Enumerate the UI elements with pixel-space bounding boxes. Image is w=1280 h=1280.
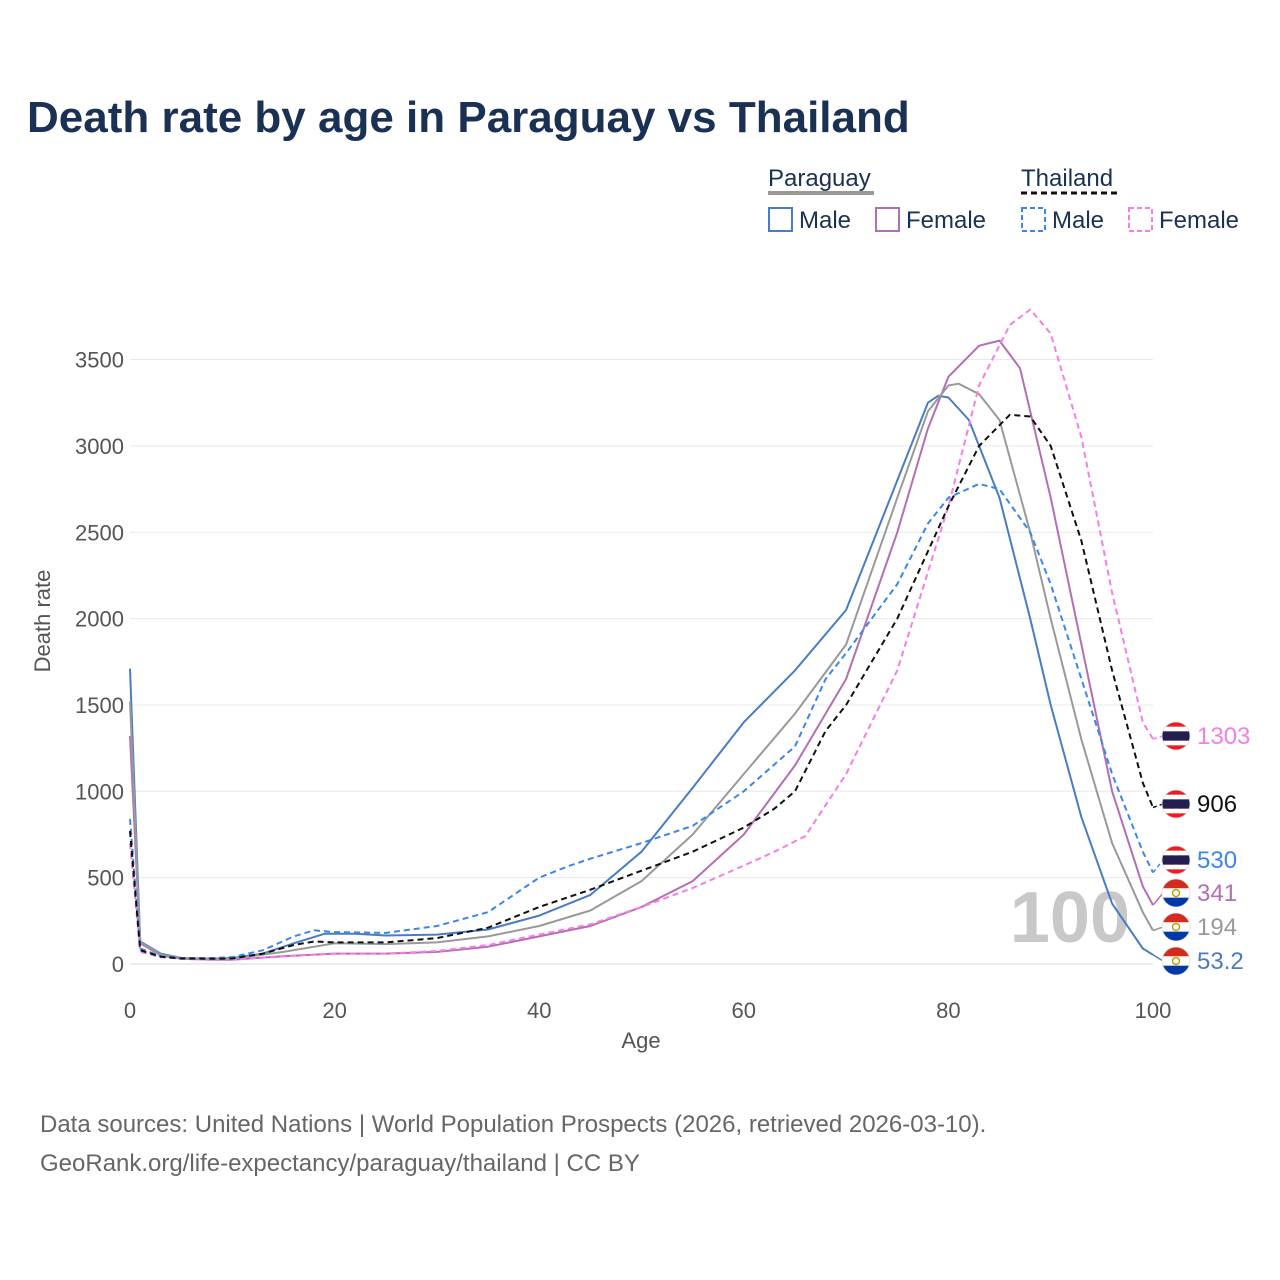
y-tick-label: 2000 xyxy=(75,607,124,632)
y-tick-label: 1000 xyxy=(75,779,124,804)
x-tick-label: 20 xyxy=(322,998,346,1023)
y-tick-label: 3500 xyxy=(75,348,124,373)
legend-thailand-female-swatch xyxy=(1128,207,1153,232)
end-value-label: 341 xyxy=(1197,880,1237,907)
series-line-thailand-total xyxy=(129,413,1154,960)
end-value-label: 906 xyxy=(1197,791,1237,818)
y-tick-label: 500 xyxy=(87,866,124,891)
x-tick-label: 100 xyxy=(1135,998,1172,1023)
end-connector xyxy=(1152,735,1164,740)
thailand-flag-icon xyxy=(1161,845,1191,875)
end-connector xyxy=(1152,954,1164,962)
chart-title: Death rate by age in Paraguay vs Thailan… xyxy=(27,93,910,142)
legend-thailand-male-label: Male xyxy=(1052,207,1104,234)
legend-thailand-male-swatch xyxy=(1021,207,1046,232)
end-connector xyxy=(1152,892,1164,906)
y-tick-label: 0 xyxy=(112,952,124,977)
age-watermark: 100 xyxy=(1010,878,1130,958)
source-line-1: Data sources: United Nations | World Pop… xyxy=(40,1111,986,1138)
series-line-paraguay-male xyxy=(129,394,1154,960)
y-tick-label: 2500 xyxy=(75,520,124,545)
end-connector xyxy=(1152,803,1164,809)
thailand-flag-icon xyxy=(1161,721,1191,751)
end-value-label: 194 xyxy=(1197,914,1237,941)
legend-paraguay-female-label: Female xyxy=(906,207,986,234)
x-tick-label: 80 xyxy=(936,998,960,1023)
y-tick-label: 3000 xyxy=(75,434,124,459)
legend-paraguay-female-swatch xyxy=(875,207,900,232)
end-value-label: 1303 xyxy=(1197,723,1250,750)
x-tick-label: 60 xyxy=(732,998,756,1023)
y-tick-label: 1500 xyxy=(75,693,124,718)
gridlines xyxy=(130,359,1153,965)
series-line-paraguay-female xyxy=(129,339,1154,961)
x-tick-label: 0 xyxy=(124,998,136,1023)
paraguay-flag-icon xyxy=(1161,946,1191,976)
end-connector xyxy=(1152,859,1164,873)
end-connector xyxy=(1152,926,1164,932)
legend-paraguay: Paraguay Male Female xyxy=(768,165,986,234)
end-value-label: 53.2 xyxy=(1197,948,1244,975)
legend-paraguay-title: Paraguay xyxy=(768,165,871,192)
legend-paraguay-male-label: Male xyxy=(799,207,851,234)
paraguay-flag-icon xyxy=(1161,912,1191,942)
legend-thailand: Thailand Male Female xyxy=(1021,165,1239,234)
series-line-thailand-female xyxy=(129,308,1154,961)
source-line-2: GeoRank.org/life-expectancy/paraguay/tha… xyxy=(40,1150,640,1177)
legend-paraguay-male-swatch xyxy=(768,207,793,232)
end-value-label: 530 xyxy=(1197,847,1237,874)
series-line-paraguay-total xyxy=(129,382,1154,961)
x-axis-ticks: 0 20 40 60 80 100 xyxy=(124,998,1171,1023)
series-lines xyxy=(129,308,1154,961)
x-tick-label: 40 xyxy=(527,998,551,1023)
x-axis-title: Age xyxy=(621,1028,660,1053)
y-axis-title: Death rate xyxy=(30,570,55,673)
legend-thailand-female-label: Female xyxy=(1159,207,1239,234)
series-line-thailand-male xyxy=(129,482,1154,959)
paraguay-flag-icon xyxy=(1161,878,1191,908)
thailand-flag-icon xyxy=(1161,789,1191,819)
legend-thailand-title: Thailand xyxy=(1021,165,1113,192)
y-axis-ticks: 0 500 1000 1500 2000 2500 3000 3500 xyxy=(75,348,124,977)
end-markers: 1303 906 530 341 194 53.2 xyxy=(1152,721,1250,976)
